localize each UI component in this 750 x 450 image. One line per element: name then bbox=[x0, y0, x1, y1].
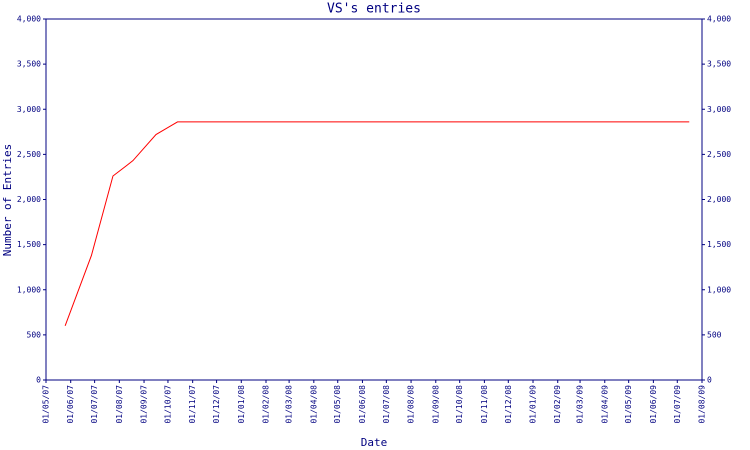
x-tick-label: 01/12/07 bbox=[212, 385, 221, 424]
x-tick-label: 01/09/07 bbox=[140, 385, 149, 424]
x-tick-label: 01/11/08 bbox=[480, 385, 489, 424]
x-tick-label: 01/05/09 bbox=[624, 385, 633, 424]
x-tick-label: 01/04/09 bbox=[600, 385, 609, 424]
y-tick-label: 3,500 bbox=[17, 60, 41, 69]
x-tick-label: 01/12/08 bbox=[504, 385, 513, 424]
y2-tick-label: 2,000 bbox=[707, 195, 731, 204]
y-tick-label: 1,500 bbox=[17, 240, 41, 249]
x-tick-label: 01/03/08 bbox=[285, 385, 294, 424]
x-tick-label: 01/10/07 bbox=[163, 385, 172, 424]
x-tick-label: 01/08/07 bbox=[115, 385, 124, 424]
y-tick-label: 2,000 bbox=[17, 195, 41, 204]
chart-title: VS's entries bbox=[327, 2, 421, 17]
y2-tick-label: 500 bbox=[707, 330, 722, 339]
x-tick-label: 01/07/08 bbox=[382, 385, 391, 424]
y-tick-label: 2,500 bbox=[17, 150, 41, 159]
x-tick-label: 01/07/09 bbox=[673, 385, 682, 424]
y2-tick-label: 2,500 bbox=[707, 150, 731, 159]
y-tick-label: 4,000 bbox=[17, 15, 41, 24]
x-tick-label: 01/08/08 bbox=[407, 385, 416, 424]
x-tick-label: 01/02/09 bbox=[553, 385, 562, 424]
y-axis-label: Number of Entries bbox=[1, 144, 14, 257]
x-tick-label: 01/07/07 bbox=[90, 385, 99, 424]
y2-tick-label: 0 bbox=[707, 376, 712, 385]
x-tick-label: 01/06/07 bbox=[66, 385, 75, 424]
x-tick-label: 01/03/09 bbox=[576, 385, 585, 424]
y-tick-label: 3,000 bbox=[17, 105, 41, 114]
x-tick-label: 01/08/09 bbox=[698, 385, 707, 424]
x-tick-label: 01/10/08 bbox=[455, 385, 464, 424]
x-tick-label: 01/06/08 bbox=[358, 385, 367, 424]
y2-tick-label: 1,000 bbox=[707, 285, 731, 294]
x-tick-label: 01/01/08 bbox=[237, 385, 246, 424]
x-tick-label: 01/05/08 bbox=[333, 385, 342, 424]
y2-tick-label: 3,500 bbox=[707, 60, 731, 69]
y-tick-label: 500 bbox=[27, 330, 42, 339]
x-tick-label: 01/06/09 bbox=[649, 385, 658, 424]
x-tick-label: 01/04/08 bbox=[309, 385, 318, 424]
x-tick-label: 01/11/07 bbox=[188, 385, 197, 424]
y-tick-label: 0 bbox=[36, 376, 41, 385]
y2-tick-label: 1,500 bbox=[707, 240, 731, 249]
y2-tick-label: 3,000 bbox=[707, 105, 731, 114]
data-line bbox=[64, 121, 690, 327]
x-tick-label: 01/01/09 bbox=[529, 385, 538, 424]
x-tick-label: 01/05/07 bbox=[42, 385, 51, 424]
x-tick-label: 01/02/08 bbox=[261, 385, 270, 424]
y2-tick-label: 4,000 bbox=[707, 15, 731, 24]
x-tick-label: 01/09/08 bbox=[431, 385, 440, 424]
x-axis-label: Date bbox=[361, 436, 388, 449]
y-tick-label: 1,000 bbox=[17, 285, 41, 294]
